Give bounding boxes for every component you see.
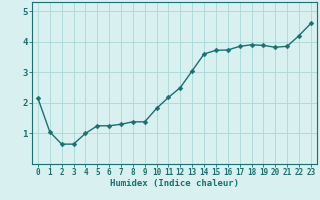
X-axis label: Humidex (Indice chaleur): Humidex (Indice chaleur) <box>110 179 239 188</box>
